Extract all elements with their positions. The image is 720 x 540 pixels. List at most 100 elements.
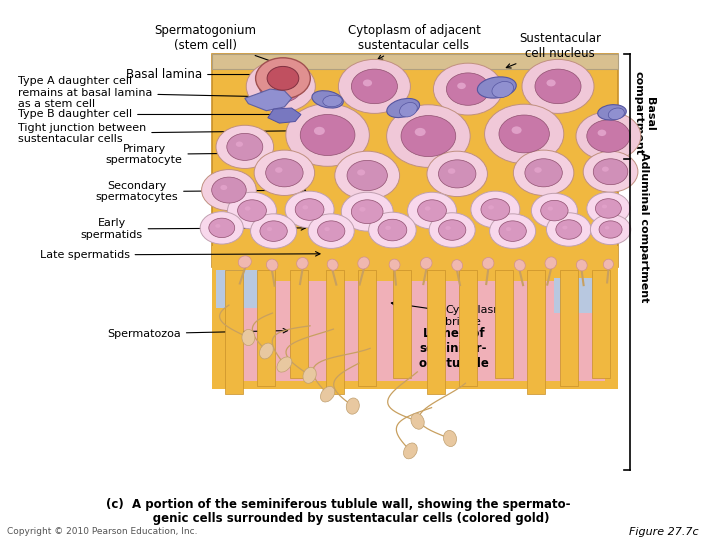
Circle shape	[602, 205, 607, 208]
Circle shape	[275, 167, 282, 173]
Circle shape	[267, 66, 299, 90]
Circle shape	[351, 69, 397, 104]
Text: Early
spermatids: Early spermatids	[81, 218, 305, 240]
Polygon shape	[212, 246, 618, 389]
Circle shape	[525, 159, 562, 187]
Polygon shape	[495, 270, 513, 378]
Ellipse shape	[259, 343, 274, 359]
Circle shape	[318, 221, 345, 241]
Circle shape	[415, 128, 426, 136]
Text: Tight junction between
sustentacular cells: Tight junction between sustentacular cel…	[18, 123, 302, 144]
Circle shape	[438, 160, 476, 188]
Ellipse shape	[327, 259, 338, 271]
Circle shape	[300, 114, 355, 156]
Circle shape	[216, 125, 274, 168]
Ellipse shape	[277, 357, 292, 372]
Circle shape	[202, 170, 256, 211]
Circle shape	[446, 73, 490, 105]
Circle shape	[341, 192, 393, 231]
Circle shape	[556, 220, 582, 239]
Ellipse shape	[242, 329, 255, 346]
Circle shape	[385, 226, 391, 230]
Circle shape	[534, 167, 541, 173]
Circle shape	[485, 104, 564, 164]
Circle shape	[387, 105, 470, 167]
Circle shape	[246, 60, 315, 112]
Circle shape	[285, 191, 334, 228]
Circle shape	[357, 170, 365, 176]
Polygon shape	[593, 270, 610, 378]
Polygon shape	[554, 278, 594, 313]
Circle shape	[245, 206, 251, 211]
Circle shape	[335, 151, 400, 200]
Text: Spermatozoa: Spermatozoa	[107, 328, 287, 339]
Circle shape	[535, 69, 581, 104]
Circle shape	[605, 226, 609, 230]
Ellipse shape	[297, 258, 308, 269]
Text: Copyright © 2010 Pearson Education, Inc.: Copyright © 2010 Pearson Education, Inc.	[7, 528, 198, 536]
Text: Figure 27.7c: Figure 27.7c	[629, 527, 698, 537]
Text: Sustentacular
cell nucleus: Sustentacular cell nucleus	[506, 32, 601, 68]
Text: Basal lamina: Basal lamina	[126, 68, 287, 81]
Circle shape	[505, 227, 511, 231]
Ellipse shape	[492, 82, 513, 98]
Circle shape	[562, 226, 567, 230]
Circle shape	[595, 199, 621, 218]
Ellipse shape	[482, 258, 494, 269]
Circle shape	[598, 130, 606, 136]
Circle shape	[587, 192, 630, 225]
Circle shape	[541, 200, 568, 221]
Ellipse shape	[411, 413, 424, 429]
Polygon shape	[245, 89, 292, 111]
Ellipse shape	[323, 95, 342, 107]
Ellipse shape	[238, 256, 251, 268]
Circle shape	[401, 116, 456, 157]
Circle shape	[531, 193, 577, 228]
Circle shape	[429, 213, 475, 247]
Ellipse shape	[358, 257, 369, 269]
Ellipse shape	[576, 260, 588, 271]
Circle shape	[324, 227, 330, 231]
Circle shape	[488, 205, 494, 210]
Circle shape	[347, 160, 387, 191]
Circle shape	[587, 120, 630, 152]
Polygon shape	[289, 270, 308, 378]
Polygon shape	[212, 54, 618, 267]
Circle shape	[378, 219, 407, 241]
Circle shape	[259, 70, 302, 103]
Text: genic cells surrounded by sustentacular cells (colored gold): genic cells surrounded by sustentacular …	[127, 512, 549, 525]
Ellipse shape	[598, 105, 626, 120]
Circle shape	[457, 83, 466, 89]
Circle shape	[583, 151, 638, 192]
Circle shape	[427, 151, 487, 197]
Polygon shape	[527, 270, 546, 394]
Circle shape	[425, 206, 431, 211]
Ellipse shape	[312, 91, 343, 108]
Text: Adluminal compartment: Adluminal compartment	[639, 152, 649, 302]
Ellipse shape	[608, 108, 624, 120]
Text: Primary
spermatocyte: Primary spermatocyte	[106, 144, 320, 165]
Circle shape	[593, 159, 628, 185]
Circle shape	[200, 212, 243, 244]
Text: Cytoplasm of adjacent
sustentacular cells: Cytoplasm of adjacent sustentacular cell…	[348, 24, 480, 59]
Circle shape	[266, 159, 303, 187]
Ellipse shape	[346, 398, 359, 414]
Ellipse shape	[389, 259, 400, 271]
Circle shape	[499, 115, 549, 153]
Polygon shape	[230, 281, 605, 381]
Circle shape	[408, 192, 456, 229]
Text: Spermatogonium
(stem cell): Spermatogonium (stem cell)	[154, 24, 281, 65]
Ellipse shape	[444, 430, 456, 447]
Circle shape	[256, 58, 310, 99]
Circle shape	[546, 79, 556, 86]
Circle shape	[576, 112, 641, 160]
Circle shape	[418, 200, 446, 221]
Polygon shape	[426, 270, 444, 394]
Ellipse shape	[303, 367, 316, 383]
Polygon shape	[359, 270, 376, 386]
Circle shape	[260, 221, 287, 241]
Ellipse shape	[266, 259, 278, 271]
Ellipse shape	[420, 258, 432, 269]
Circle shape	[511, 126, 521, 134]
Text: Type A daughter cell
remains at basal lamina
as a stem cell: Type A daughter cell remains at basal la…	[18, 76, 284, 110]
